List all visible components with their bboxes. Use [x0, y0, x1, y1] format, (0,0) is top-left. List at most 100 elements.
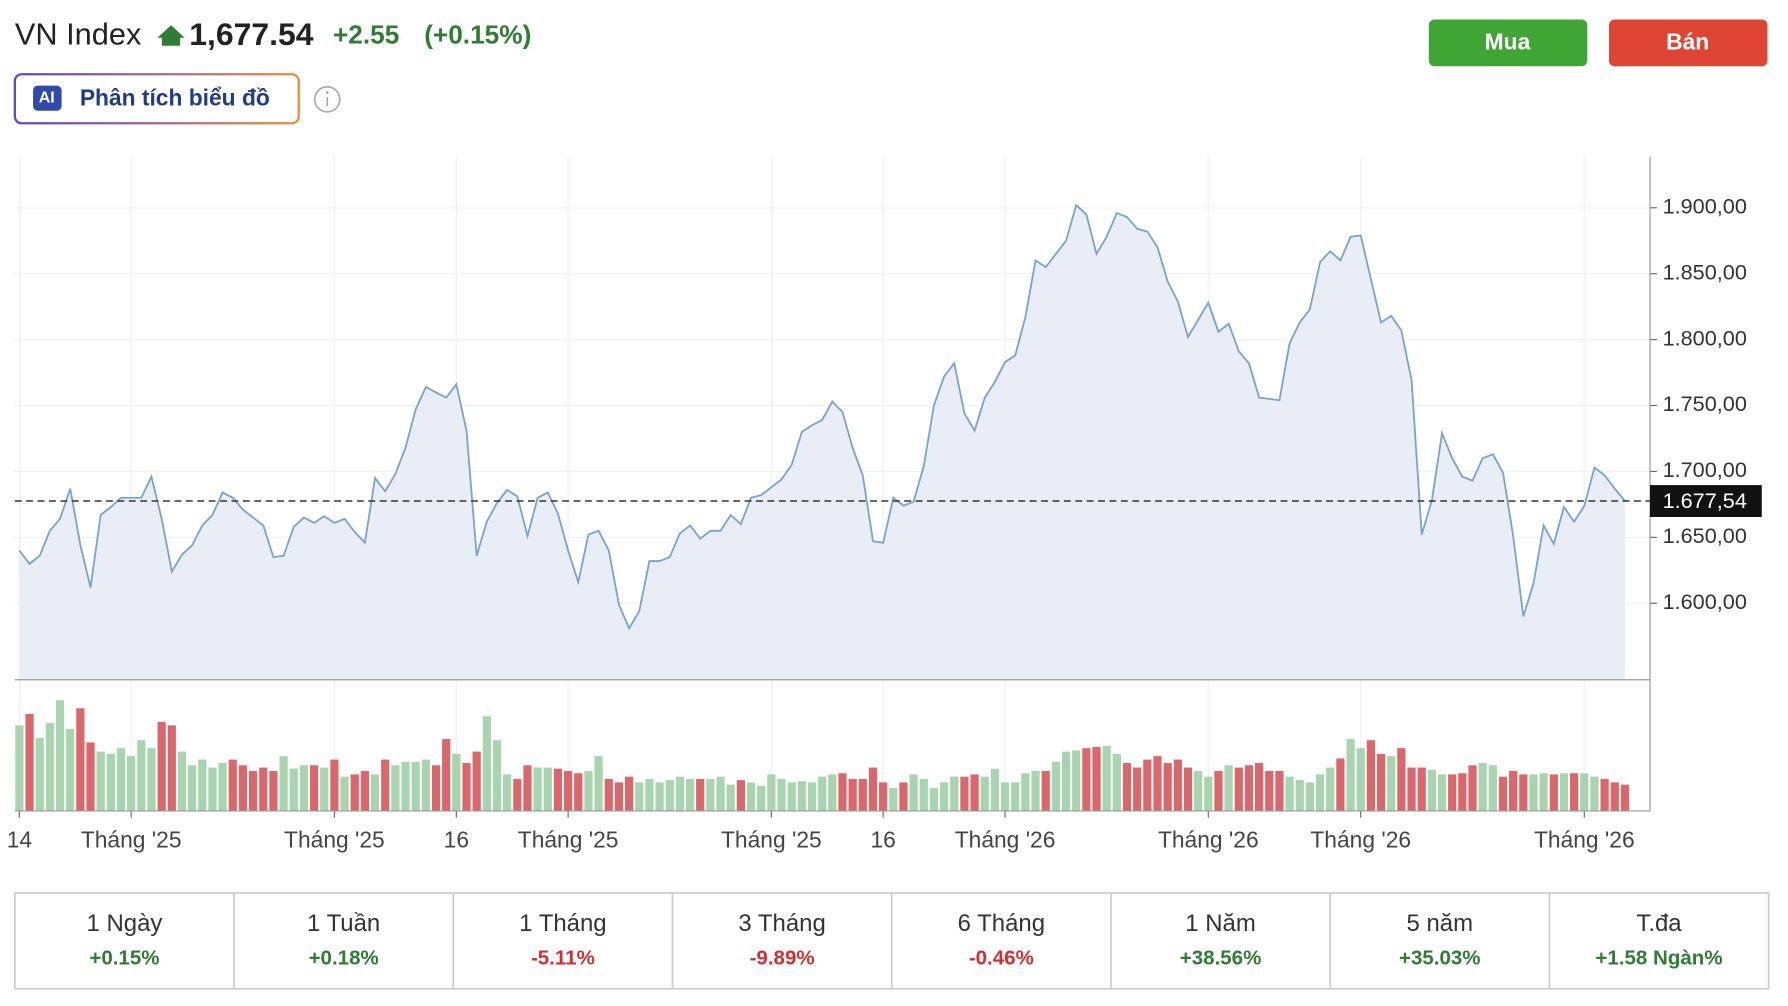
ai-badge-bg [33, 85, 62, 111]
volume-bar [401, 761, 410, 811]
volume-bar [1326, 767, 1335, 811]
volume-bar [340, 776, 349, 811]
volume-bar [1031, 770, 1040, 811]
volume-bar [1011, 782, 1020, 811]
volume-bar [1437, 774, 1447, 811]
volume-bar [238, 765, 248, 811]
period-change: -5.11% [531, 947, 595, 970]
volume-bar [1417, 767, 1426, 811]
x-tick-label: 16 [870, 827, 895, 853]
volume-bar [929, 788, 939, 811]
volume-bar [1234, 767, 1243, 811]
volume-bar [431, 765, 441, 811]
volume-bar [1285, 776, 1294, 811]
volume-bar [269, 770, 278, 811]
volume-bar [360, 770, 369, 811]
volume-bar [696, 778, 705, 811]
volume-bar [706, 778, 715, 811]
volume-bar [1559, 773, 1569, 811]
chart: 1.600,00 1.650,00 1.700,00 1.750,00 1.800,00… [7, 156, 1762, 853]
ai-badge: AI [39, 89, 55, 106]
volume-bar [492, 740, 502, 811]
volume-bar [787, 782, 796, 811]
volume-bar [462, 762, 471, 811]
volume-bar [147, 748, 156, 811]
volume-bar [1387, 756, 1396, 811]
volume-bar [1265, 770, 1274, 811]
volume-bar [1509, 770, 1518, 811]
volume-bar [35, 737, 44, 811]
volume-bar [604, 778, 613, 811]
volume-bar [1173, 759, 1182, 811]
volume-bar [584, 770, 593, 811]
volume-bar [1112, 753, 1121, 811]
volume-bar [950, 776, 959, 811]
buy-bg [1428, 19, 1588, 67]
volume-bar [1407, 767, 1416, 811]
period-change: +0.15% [89, 947, 159, 970]
volume-bar [1498, 776, 1508, 811]
x-tick-label: 14 [7, 827, 33, 853]
period-table: 1 Ngày +0.15% 1 Tuần +0.18% 1 Tháng -5.11% 3 T… [13, 892, 1770, 990]
y-tick-label: 1.700,00 [1663, 457, 1747, 482]
volume-bar [218, 762, 227, 811]
volume-bar [208, 767, 217, 811]
volume-bar [1315, 774, 1325, 811]
x-tick-label: Tháng '26 [1534, 827, 1635, 853]
volume-bar [259, 767, 268, 811]
volume-bar [1051, 761, 1060, 811]
volume-bar [1153, 756, 1162, 811]
volume-bar [1620, 784, 1630, 811]
volume-bar [167, 725, 176, 811]
volume-bar [1102, 745, 1111, 811]
volume-bar [1376, 753, 1386, 811]
volume-bar [55, 700, 65, 811]
volume-bar [746, 782, 756, 811]
volume-bar [1224, 765, 1233, 811]
volume-bar [523, 765, 532, 811]
volume-bar [543, 767, 552, 811]
volume-bar [899, 782, 908, 811]
volume-bar [421, 759, 430, 811]
volume-bar [1092, 747, 1101, 811]
volume-bar [1570, 773, 1579, 811]
volume-bar [370, 774, 380, 811]
volume-bar [614, 782, 624, 811]
volume-bar [1580, 773, 1589, 811]
volume-bar [726, 784, 735, 811]
volume-bar [1590, 776, 1599, 811]
sell-button[interactable]: Bán [1608, 19, 1768, 67]
ai-button[interactable]: AI Phân tích biểu đồ [13, 73, 300, 125]
volume-bar [299, 765, 309, 811]
x-tick-label: Tháng '26 [1158, 827, 1259, 853]
volume-bar [279, 756, 288, 811]
x-tick-label: Tháng '25 [284, 827, 385, 853]
buy-button[interactable]: Mua [1428, 19, 1588, 67]
ai-frame [13, 73, 300, 125]
volume-bar [198, 759, 207, 811]
change: +2.55 [333, 20, 399, 50]
volume-bar [25, 713, 34, 811]
buy-label: Mua [1485, 28, 1531, 54]
volume-bar [1163, 762, 1172, 811]
x-tick-label: Tháng '26 [1310, 827, 1411, 853]
volume-bar [1356, 748, 1365, 811]
volume-bar [1021, 773, 1030, 811]
info-dot [325, 91, 329, 94]
volume-bar [127, 756, 136, 811]
y-tick-label: 1.600,00 [1663, 589, 1747, 614]
volume-bar [1061, 751, 1071, 811]
volume-bar [289, 768, 298, 811]
volume-bar [96, 751, 105, 811]
period-change: -9.89% [750, 947, 815, 970]
info-icon[interactable] [313, 85, 341, 113]
volume-bar [1519, 774, 1528, 811]
volume-bar [1336, 758, 1345, 811]
volume-bar [1295, 780, 1304, 811]
volume-bar [939, 782, 949, 811]
volume-bar [472, 751, 481, 811]
current-price-box [1650, 485, 1762, 518]
volume-bar [513, 778, 522, 811]
volume-bar [137, 740, 146, 811]
volume-bar [45, 723, 54, 811]
